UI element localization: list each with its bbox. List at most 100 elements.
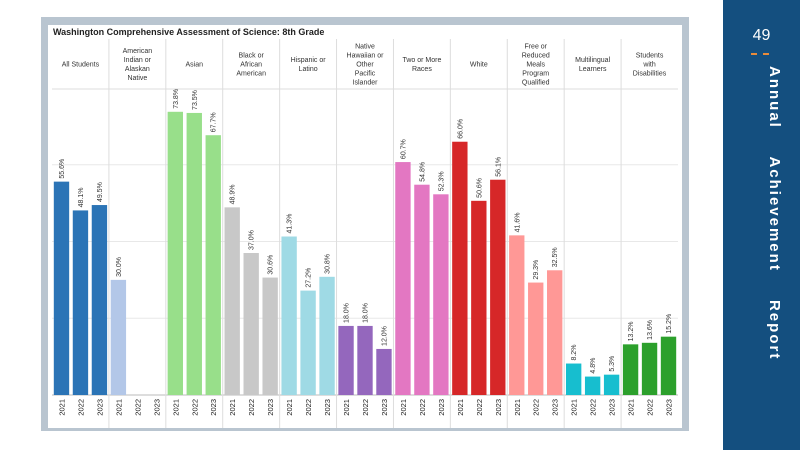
bar-3-2021 bbox=[224, 207, 240, 395]
bar-10-2021 bbox=[622, 344, 639, 395]
year-tick-3-2022: 2022 bbox=[247, 399, 256, 416]
year-tick-4-2021: 2021 bbox=[285, 399, 294, 416]
group-label-7: White bbox=[470, 62, 488, 69]
data-label-5-2021: 18.0% bbox=[344, 303, 351, 323]
bar-8-2022 bbox=[528, 282, 544, 395]
group-label-8: Free or Reduced Meals Program Qualified bbox=[522, 44, 550, 87]
year-tick-4-2022: 2022 bbox=[304, 399, 313, 416]
data-label-6-2021: 60.7% bbox=[400, 139, 407, 159]
bar-0-2022 bbox=[72, 210, 89, 395]
page-number: 49 bbox=[752, 27, 771, 44]
data-label-0-2022: 48.1% bbox=[78, 188, 85, 208]
sidebar: 49 Annual Achievement Report bbox=[723, 0, 800, 450]
data-label-8-2023: 32.5% bbox=[552, 247, 559, 267]
year-tick-7-2021: 2021 bbox=[456, 399, 465, 416]
bar-9-2022 bbox=[584, 376, 601, 395]
group-label-5: Native Hawaiian or Other Pacific Islander bbox=[347, 44, 385, 87]
group-label-2: Asian bbox=[186, 62, 204, 69]
year-tick-5-2023: 2023 bbox=[380, 399, 389, 416]
year-tick-0-2021: 2021 bbox=[57, 399, 66, 416]
bar-10-2023 bbox=[660, 336, 677, 395]
year-tick-1-2023: 2023 bbox=[152, 399, 161, 416]
year-tick-2-2023: 2023 bbox=[209, 399, 218, 416]
bar-4-2022 bbox=[300, 290, 316, 395]
data-label-4-2023: 30.8% bbox=[325, 254, 332, 274]
bar-9-2023 bbox=[603, 374, 620, 395]
bar-5-2022 bbox=[357, 325, 373, 395]
data-label-4-2021: 41.3% bbox=[287, 214, 294, 234]
data-label-6-2023: 52.3% bbox=[438, 171, 445, 191]
group-label-0: All Students bbox=[62, 62, 100, 69]
year-tick-8-2023: 2023 bbox=[551, 399, 560, 416]
data-label-4-2022: 27.2% bbox=[306, 268, 313, 288]
bar-2-2022 bbox=[186, 112, 202, 395]
bar-2-2021 bbox=[167, 111, 183, 395]
year-tick-9-2021: 2021 bbox=[570, 399, 579, 416]
data-label-7-2023: 56.1% bbox=[495, 157, 502, 177]
year-tick-9-2023: 2023 bbox=[608, 399, 617, 416]
bar-10-2022 bbox=[641, 342, 658, 395]
data-label-6-2022: 54.8% bbox=[419, 162, 426, 182]
dash-divider bbox=[751, 53, 769, 55]
bar-6-2021 bbox=[395, 162, 411, 395]
year-tick-3-2021: 2021 bbox=[228, 399, 237, 416]
bar-0-2023 bbox=[91, 205, 108, 395]
data-label-3-2021: 48.9% bbox=[230, 184, 237, 204]
data-label-9-2021: 8.2% bbox=[571, 345, 578, 361]
science-assessment-chart: Washington Comprehensive Assessment of S… bbox=[52, 27, 678, 428]
data-label-9-2022: 4.8% bbox=[590, 358, 597, 374]
data-label-10-2023: 15.2% bbox=[666, 314, 673, 334]
bar-4-2023 bbox=[319, 276, 335, 395]
data-label-10-2021: 13.2% bbox=[628, 321, 635, 341]
bar-0-2021 bbox=[53, 181, 70, 395]
group-label-9: Multilingual Learners bbox=[575, 57, 610, 73]
data-label-5-2023: 12.0% bbox=[381, 326, 388, 346]
bar-3-2023 bbox=[262, 277, 278, 395]
bar-2-2023 bbox=[205, 135, 221, 396]
year-tick-2-2021: 2021 bbox=[171, 399, 180, 416]
data-label-3-2022: 37.0% bbox=[249, 230, 256, 250]
year-tick-6-2023: 2023 bbox=[437, 399, 446, 416]
chart-panel: Washington Comprehensive Assessment of S… bbox=[48, 25, 682, 428]
data-label-2-2021: 73.8% bbox=[173, 89, 180, 109]
year-tick-4-2023: 2023 bbox=[323, 399, 332, 416]
data-label-8-2022: 29.3% bbox=[533, 260, 540, 280]
year-tick-10-2021: 2021 bbox=[627, 399, 636, 416]
year-tick-9-2022: 2022 bbox=[589, 399, 598, 416]
bar-3-2022 bbox=[243, 253, 259, 395]
bar-7-2021 bbox=[452, 141, 468, 395]
year-tick-7-2022: 2022 bbox=[475, 399, 484, 416]
group-label-10: Students with Disabilities bbox=[633, 53, 667, 78]
data-label-7-2022: 50.6% bbox=[476, 178, 483, 198]
report-title: Annual Achievement Report bbox=[766, 66, 783, 361]
bar-5-2023 bbox=[376, 348, 392, 395]
year-tick-0-2023: 2023 bbox=[95, 399, 104, 416]
group-label-4: Hispanic or Latino bbox=[291, 57, 327, 73]
bar-8-2023 bbox=[547, 270, 563, 395]
year-tick-6-2021: 2021 bbox=[399, 399, 408, 416]
data-label-5-2022: 18.0% bbox=[363, 303, 370, 323]
bar-7-2023 bbox=[490, 179, 506, 395]
year-tick-0-2022: 2022 bbox=[76, 399, 85, 416]
data-label-2-2022: 73.5% bbox=[192, 90, 199, 110]
year-tick-2-2022: 2022 bbox=[190, 399, 199, 416]
group-label-6: Two or More Races bbox=[402, 57, 441, 73]
group-label-1: American Indian or Alaskan Native bbox=[123, 48, 153, 82]
bar-5-2021 bbox=[338, 325, 354, 395]
data-label-1-2021: 30.0% bbox=[116, 257, 123, 277]
bar-7-2022 bbox=[471, 200, 487, 395]
year-tick-10-2022: 2022 bbox=[646, 399, 655, 416]
data-label-8-2021: 41.6% bbox=[514, 213, 521, 233]
data-label-9-2023: 5.3% bbox=[609, 356, 616, 372]
year-tick-1-2022: 2022 bbox=[133, 399, 142, 416]
year-tick-5-2021: 2021 bbox=[342, 399, 351, 416]
year-tick-10-2023: 2023 bbox=[665, 399, 674, 416]
data-label-3-2023: 30.6% bbox=[268, 255, 275, 275]
data-label-0-2021: 55.6% bbox=[59, 159, 66, 179]
data-label-10-2022: 13.6% bbox=[647, 320, 654, 340]
year-tick-3-2023: 2023 bbox=[266, 399, 275, 416]
year-tick-8-2021: 2021 bbox=[513, 399, 522, 416]
data-label-0-2023: 49.5% bbox=[97, 182, 104, 202]
year-tick-5-2022: 2022 bbox=[361, 399, 370, 416]
chart-title: Washington Comprehensive Assessment of S… bbox=[53, 27, 324, 37]
